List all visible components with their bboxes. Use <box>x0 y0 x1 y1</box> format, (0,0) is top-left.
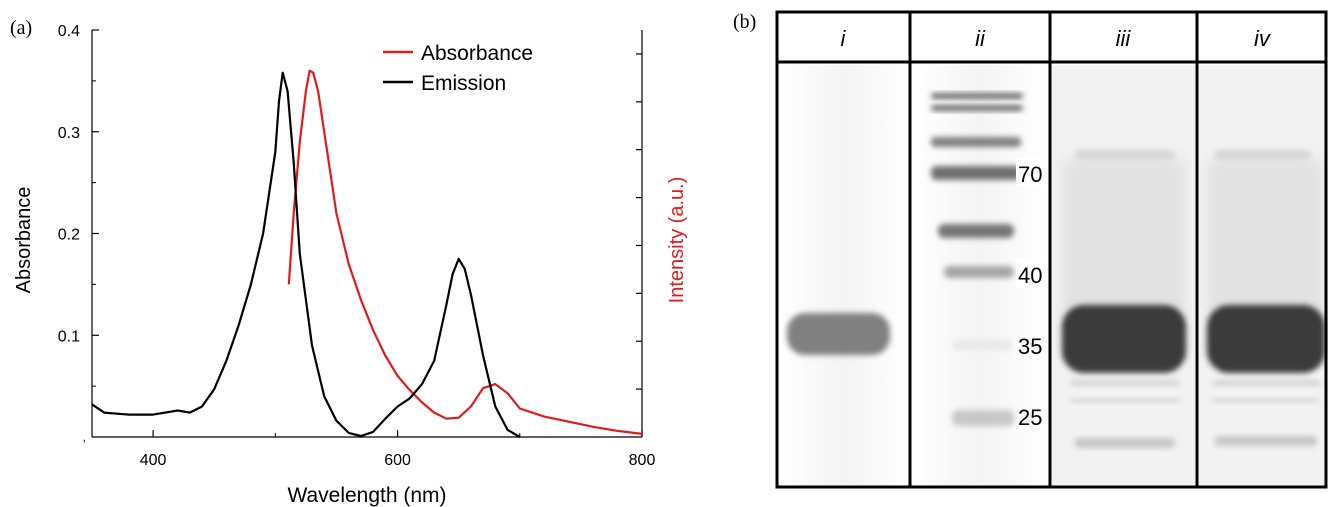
lane-header-i: i <box>841 26 847 51</box>
axis-ticks: 400 600 800 0.1 0.2 0.3 0.4 <box>58 23 656 469</box>
legend-label-emission: Emission <box>421 72 506 95</box>
lane-iii-bands <box>1062 150 1186 448</box>
band-ladder-25 <box>952 410 1014 426</box>
y2-axis-label: Intensity (a.u.) <box>666 177 688 304</box>
band-lane-iv-lower-2 <box>1212 398 1320 403</box>
lane-header-iv: iv <box>1254 26 1272 51</box>
band-ladder-1 <box>931 93 1023 99</box>
band-ladder-35 <box>952 340 1012 350</box>
band-ladder-3 <box>931 137 1021 147</box>
band-ladder-40 <box>944 266 1014 278</box>
marker-label-40: 40 <box>1018 263 1042 288</box>
marker-label-bg-70 <box>1016 157 1048 187</box>
band-lane-i-main <box>787 313 890 355</box>
marker-label-bg-40 <box>1016 258 1048 288</box>
lane-header-iii: iii <box>1116 26 1132 51</box>
y-tick-label-0.2: 0.2 <box>58 227 80 244</box>
marker-label-25: 25 <box>1018 405 1042 430</box>
legend-label-absorbance: Absorbance <box>421 42 533 65</box>
y-axis-label: Absorbance <box>13 187 35 294</box>
marker-labels: 70 40 35 25 <box>1016 157 1048 430</box>
band-lane-iii-lower-2 <box>1070 398 1180 403</box>
marker-label-35: 35 <box>1018 334 1042 359</box>
band-lane-iii-lower-1 <box>1070 380 1180 386</box>
plot-area: 400 600 800 0.1 0.2 0.3 0.4 <box>58 23 656 469</box>
band-lane-iii-lower-3 <box>1075 438 1175 448</box>
spectra-chart: (a) 400 600 800 0.1 0.2 0.3 0.4 , Wavelength (… <box>10 17 688 507</box>
series-line-emission <box>91 71 521 438</box>
panel-a-label: (a) <box>10 17 32 39</box>
band-ladder-70 <box>931 166 1021 180</box>
lane-header-ii: ii <box>975 26 986 51</box>
lane-i-body <box>780 65 908 485</box>
marker-label-70: 70 <box>1018 162 1042 187</box>
band-ladder-4 <box>938 224 1014 238</box>
x-tick-label-600: 600 <box>384 452 411 469</box>
lane-i-bands <box>787 313 890 355</box>
y-tick-label-0.1: 0.1 <box>58 328 80 345</box>
x-axis-label: Wavelength (nm) <box>287 484 446 507</box>
legend: Absorbance Emission <box>383 42 533 95</box>
x-tick-label-800: 800 <box>629 452 656 469</box>
y-tick-label-0.3: 0.3 <box>58 125 80 142</box>
y-tick-label-0.4: 0.4 <box>58 23 80 40</box>
band-lane-iii-main <box>1062 305 1186 373</box>
gel-panel: (b) <box>733 10 1328 489</box>
lane-iv-bands <box>1207 150 1325 446</box>
band-lane-iv-lower-1 <box>1212 380 1320 386</box>
x-tick-label-400: 400 <box>140 452 167 469</box>
series-line-absorbance <box>287 69 643 435</box>
lane-ii-bands <box>931 93 1023 426</box>
band-ladder-2 <box>931 105 1023 111</box>
band-lane-iv-upper <box>1215 150 1311 160</box>
band-lane-iv-main <box>1207 305 1325 373</box>
panel-b-label: (b) <box>733 11 756 33</box>
band-lane-iv-lower-3 <box>1215 436 1317 446</box>
y-zero-tick-label: , <box>83 430 86 444</box>
series-layer <box>91 69 643 438</box>
band-lane-iii-upper <box>1075 150 1175 160</box>
